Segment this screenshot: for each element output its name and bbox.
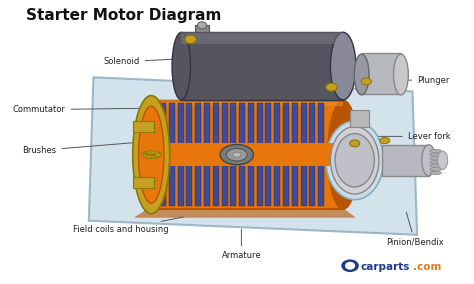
Ellipse shape bbox=[155, 153, 161, 157]
Ellipse shape bbox=[233, 152, 241, 157]
Bar bbox=[230, 103, 237, 206]
Ellipse shape bbox=[133, 96, 170, 214]
Ellipse shape bbox=[142, 152, 148, 155]
Bar bbox=[213, 103, 219, 206]
Text: carparts: carparts bbox=[360, 262, 410, 272]
Bar bbox=[265, 103, 272, 206]
Ellipse shape bbox=[138, 106, 164, 203]
Bar bbox=[181, 32, 343, 43]
Ellipse shape bbox=[438, 151, 447, 170]
Bar bbox=[160, 103, 166, 206]
Ellipse shape bbox=[430, 156, 441, 160]
Text: Field coils and housing: Field coils and housing bbox=[73, 217, 183, 234]
Ellipse shape bbox=[155, 154, 160, 157]
FancyBboxPatch shape bbox=[149, 99, 343, 106]
Text: Starter Motor Diagram: Starter Motor Diagram bbox=[27, 9, 222, 23]
Ellipse shape bbox=[198, 22, 207, 29]
Ellipse shape bbox=[146, 151, 152, 154]
Bar bbox=[221, 103, 228, 206]
Ellipse shape bbox=[148, 155, 153, 158]
Bar bbox=[195, 25, 209, 32]
Bar bbox=[310, 103, 315, 206]
Ellipse shape bbox=[345, 262, 355, 270]
Ellipse shape bbox=[350, 140, 360, 147]
Ellipse shape bbox=[155, 152, 161, 156]
Bar bbox=[318, 103, 324, 206]
Ellipse shape bbox=[145, 155, 151, 158]
Bar bbox=[239, 103, 245, 206]
Ellipse shape bbox=[172, 32, 191, 100]
Ellipse shape bbox=[155, 153, 161, 156]
Bar bbox=[283, 103, 289, 206]
Ellipse shape bbox=[380, 137, 390, 144]
Bar bbox=[248, 103, 254, 206]
Ellipse shape bbox=[341, 259, 359, 272]
Bar bbox=[169, 103, 175, 206]
Bar bbox=[195, 103, 201, 206]
Ellipse shape bbox=[328, 101, 358, 209]
Bar bbox=[178, 103, 183, 206]
Ellipse shape bbox=[326, 121, 383, 200]
Ellipse shape bbox=[326, 83, 337, 91]
Ellipse shape bbox=[330, 127, 379, 194]
Ellipse shape bbox=[220, 145, 254, 165]
Text: Commutator: Commutator bbox=[13, 105, 144, 114]
Text: Lever fork: Lever fork bbox=[351, 132, 450, 141]
Ellipse shape bbox=[142, 154, 147, 157]
Bar bbox=[181, 32, 343, 100]
Ellipse shape bbox=[430, 164, 441, 167]
Bar bbox=[149, 101, 343, 209]
Bar bbox=[383, 145, 428, 176]
Bar bbox=[274, 103, 280, 206]
Bar bbox=[158, 143, 334, 166]
Text: Brushes: Brushes bbox=[22, 142, 139, 155]
Ellipse shape bbox=[354, 54, 369, 95]
Bar bbox=[256, 103, 263, 206]
Ellipse shape bbox=[393, 54, 408, 95]
Ellipse shape bbox=[149, 151, 154, 154]
Polygon shape bbox=[135, 209, 355, 217]
Bar bbox=[301, 103, 307, 206]
Ellipse shape bbox=[141, 153, 147, 156]
Ellipse shape bbox=[430, 168, 441, 171]
Ellipse shape bbox=[361, 78, 371, 85]
Ellipse shape bbox=[144, 151, 149, 155]
Ellipse shape bbox=[185, 35, 196, 43]
Ellipse shape bbox=[330, 32, 356, 100]
Ellipse shape bbox=[430, 153, 441, 156]
Text: Armature: Armature bbox=[221, 229, 261, 260]
Bar bbox=[133, 121, 154, 132]
Ellipse shape bbox=[134, 101, 164, 209]
Text: Solenoid: Solenoid bbox=[103, 57, 201, 66]
Text: .com: .com bbox=[413, 262, 442, 272]
Bar bbox=[362, 53, 401, 94]
Bar bbox=[350, 110, 369, 127]
Ellipse shape bbox=[430, 149, 441, 153]
Bar bbox=[204, 103, 210, 206]
Ellipse shape bbox=[335, 133, 374, 187]
Ellipse shape bbox=[143, 154, 149, 158]
Text: Pinion/Bendix: Pinion/Bendix bbox=[386, 212, 444, 246]
Ellipse shape bbox=[422, 145, 436, 176]
Text: Plunger: Plunger bbox=[360, 76, 449, 85]
Bar bbox=[186, 103, 192, 206]
Ellipse shape bbox=[430, 160, 441, 164]
Bar bbox=[133, 177, 154, 188]
Ellipse shape bbox=[227, 148, 247, 161]
Ellipse shape bbox=[430, 171, 441, 175]
Ellipse shape bbox=[151, 151, 157, 154]
Ellipse shape bbox=[154, 151, 159, 155]
Polygon shape bbox=[89, 77, 417, 235]
Ellipse shape bbox=[150, 155, 156, 158]
Ellipse shape bbox=[153, 155, 158, 158]
Bar bbox=[292, 103, 298, 206]
